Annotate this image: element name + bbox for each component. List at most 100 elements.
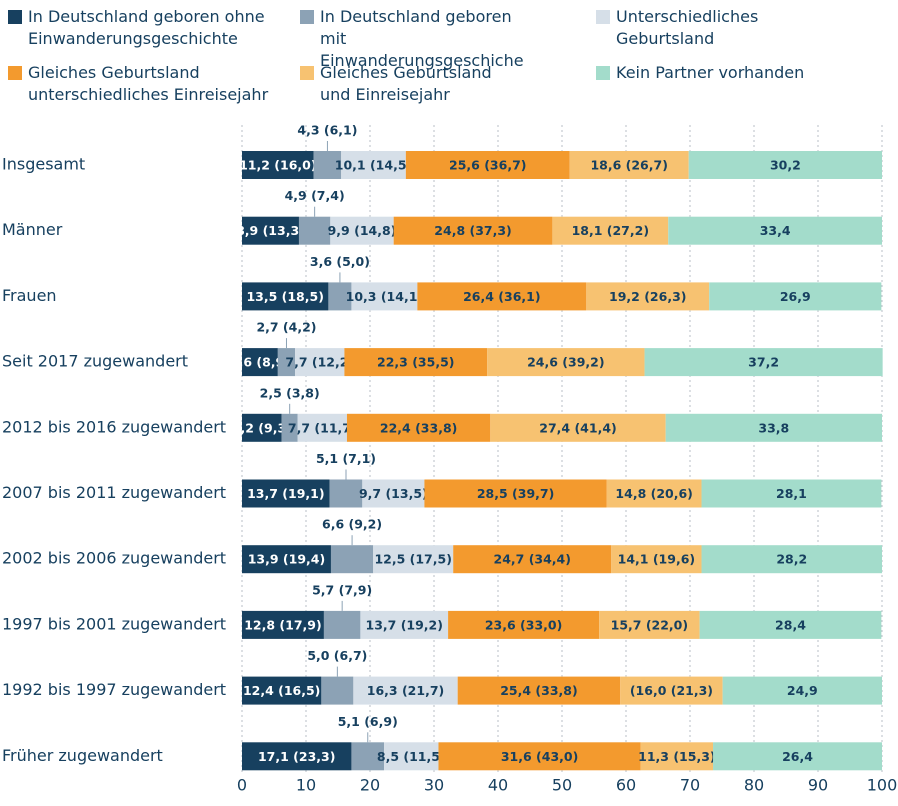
value-label: 16,3 (21,7) xyxy=(367,683,444,698)
value-label: 27,4 (41,4) xyxy=(539,420,616,435)
legend-item: In Deutschland geboren ohne Einwanderung… xyxy=(8,6,288,50)
bar-segment xyxy=(393,216,553,245)
bar-segment xyxy=(242,216,299,245)
bar-segment xyxy=(297,413,347,442)
bar-segment xyxy=(330,545,374,574)
legend-swatch xyxy=(596,66,610,80)
legend-label: Gleiches Geburtsland und Einreisejahr xyxy=(320,63,492,104)
category-label: Männer xyxy=(2,220,63,239)
bar-segment xyxy=(281,413,298,442)
bar-segment xyxy=(606,479,702,508)
legend-item: Unterschiedliches Geburtsland xyxy=(596,6,791,50)
value-label: 26,4 (36,1) xyxy=(463,289,540,304)
bar-segment xyxy=(599,610,700,639)
value-label: 24,6 (39,2) xyxy=(527,355,604,370)
bar-segment xyxy=(644,348,883,377)
value-label: 15,7 (22,0) xyxy=(611,617,688,632)
bar-segment xyxy=(360,610,449,639)
x-tick-label: 50 xyxy=(552,776,572,795)
legend-label: Kein Partner vorhanden xyxy=(616,63,805,82)
value-label: 25,6 (36,7) xyxy=(449,158,526,173)
legend-swatch xyxy=(300,66,314,80)
x-tick-label: 70 xyxy=(680,776,700,795)
x-tick-label: 90 xyxy=(808,776,828,795)
value-label: 28,1 xyxy=(776,486,807,501)
legend-item: Kein Partner vorhanden xyxy=(596,62,876,84)
legend-item: In Deutschland geboren mit Einwanderungs… xyxy=(300,6,540,72)
legend-swatch xyxy=(8,10,22,24)
value-label: (16,0 (21,3) xyxy=(630,683,713,698)
x-tick-label: 100 xyxy=(867,776,898,795)
value-label: 28,4 xyxy=(775,617,806,632)
bar-segment xyxy=(384,742,439,771)
bar-segment xyxy=(362,479,425,508)
value-label: 5,0 (6,7) xyxy=(307,648,367,663)
legend: In Deutschland geboren ohne Einwanderung… xyxy=(0,0,898,110)
bar-segment xyxy=(329,479,363,508)
bar-segment xyxy=(722,676,882,705)
value-label: 2,7 (4,2) xyxy=(256,320,316,335)
value-label: 13,7 (19,1) xyxy=(247,486,324,501)
value-label: 13,7 (19,2) xyxy=(366,617,443,632)
value-label: 7,7 (11,7) xyxy=(288,420,357,435)
bar-segment xyxy=(701,479,882,508)
bar-segment xyxy=(665,413,882,442)
value-label: 25,4 (33,8) xyxy=(500,683,577,698)
x-tick-label: 20 xyxy=(360,776,380,795)
value-label: 8,9 (13,3) xyxy=(236,223,305,238)
bar-segment xyxy=(490,413,666,442)
bar-segment xyxy=(424,479,607,508)
x-tick-label: 10 xyxy=(296,776,316,795)
value-label: 5,1 (6,9) xyxy=(338,714,398,729)
value-label: 12,5 (17,5) xyxy=(374,552,451,567)
value-label: 10,1 (14,5) xyxy=(335,158,412,173)
value-label: 7,7 (12,2) xyxy=(285,355,354,370)
value-label: 13,5 (18,5) xyxy=(246,289,323,304)
bar-segment xyxy=(552,216,669,245)
bar-segment xyxy=(457,676,621,705)
category-label: Insgesamt xyxy=(2,155,85,174)
value-label: 4,3 (6,1) xyxy=(297,123,357,138)
bar-segment xyxy=(295,348,345,377)
bar-segment xyxy=(351,282,418,311)
value-label: 2,5 (3,8) xyxy=(260,385,320,400)
x-tick-label: 60 xyxy=(616,776,636,795)
value-label: 24,8 (37,3) xyxy=(434,223,511,238)
value-label: 11,2 (16,0) xyxy=(239,158,316,173)
category-label: Früher zugewandert xyxy=(2,746,163,765)
legend-swatch xyxy=(8,66,22,80)
bar-segment xyxy=(405,151,570,179)
bar-segment xyxy=(242,676,322,705)
value-label: 33,4 xyxy=(760,223,791,238)
value-label: 11,3 (15,3) xyxy=(638,749,715,764)
value-label: 26,4 xyxy=(782,749,813,764)
value-label: 23,6 (33,0) xyxy=(485,617,562,632)
bar-segment xyxy=(242,610,324,639)
bar-segment xyxy=(713,742,882,771)
bar-segment xyxy=(328,282,352,311)
value-label: 10,3 (14,1) xyxy=(346,289,423,304)
bar-segment xyxy=(668,216,882,245)
legend-label: Gleiches Geburtsland unterschiedliches E… xyxy=(28,63,269,104)
bar-segment xyxy=(242,151,314,179)
category-label: Frauen xyxy=(2,286,57,305)
value-label: 24,7 (34,4) xyxy=(494,552,571,567)
bar-segment xyxy=(709,282,882,311)
legend-item: Gleiches Geburtsland und Einreisejahr xyxy=(300,62,510,106)
value-label: 14,1 (19,6) xyxy=(618,552,695,567)
bar-segment xyxy=(701,545,882,574)
value-label: 12,8 (17,9) xyxy=(244,617,321,632)
value-label: 9,9 (14,8) xyxy=(328,223,397,238)
value-label: 9,7 (13,5) xyxy=(359,486,428,501)
legend-label: In Deutschland geboren mit Einwanderungs… xyxy=(320,7,524,70)
value-label: 18,1 (27,2) xyxy=(572,223,649,238)
value-label: 5,1 (7,1) xyxy=(316,451,376,466)
bar-segment xyxy=(242,348,278,377)
category-label: 2012 bis 2016 zugewandert xyxy=(2,417,226,436)
bar-segment xyxy=(351,742,385,771)
value-label: 5,6 (8,9) xyxy=(230,355,290,370)
bar-segment xyxy=(344,348,488,377)
category-label: 2007 bis 2011 zugewandert xyxy=(2,483,226,502)
